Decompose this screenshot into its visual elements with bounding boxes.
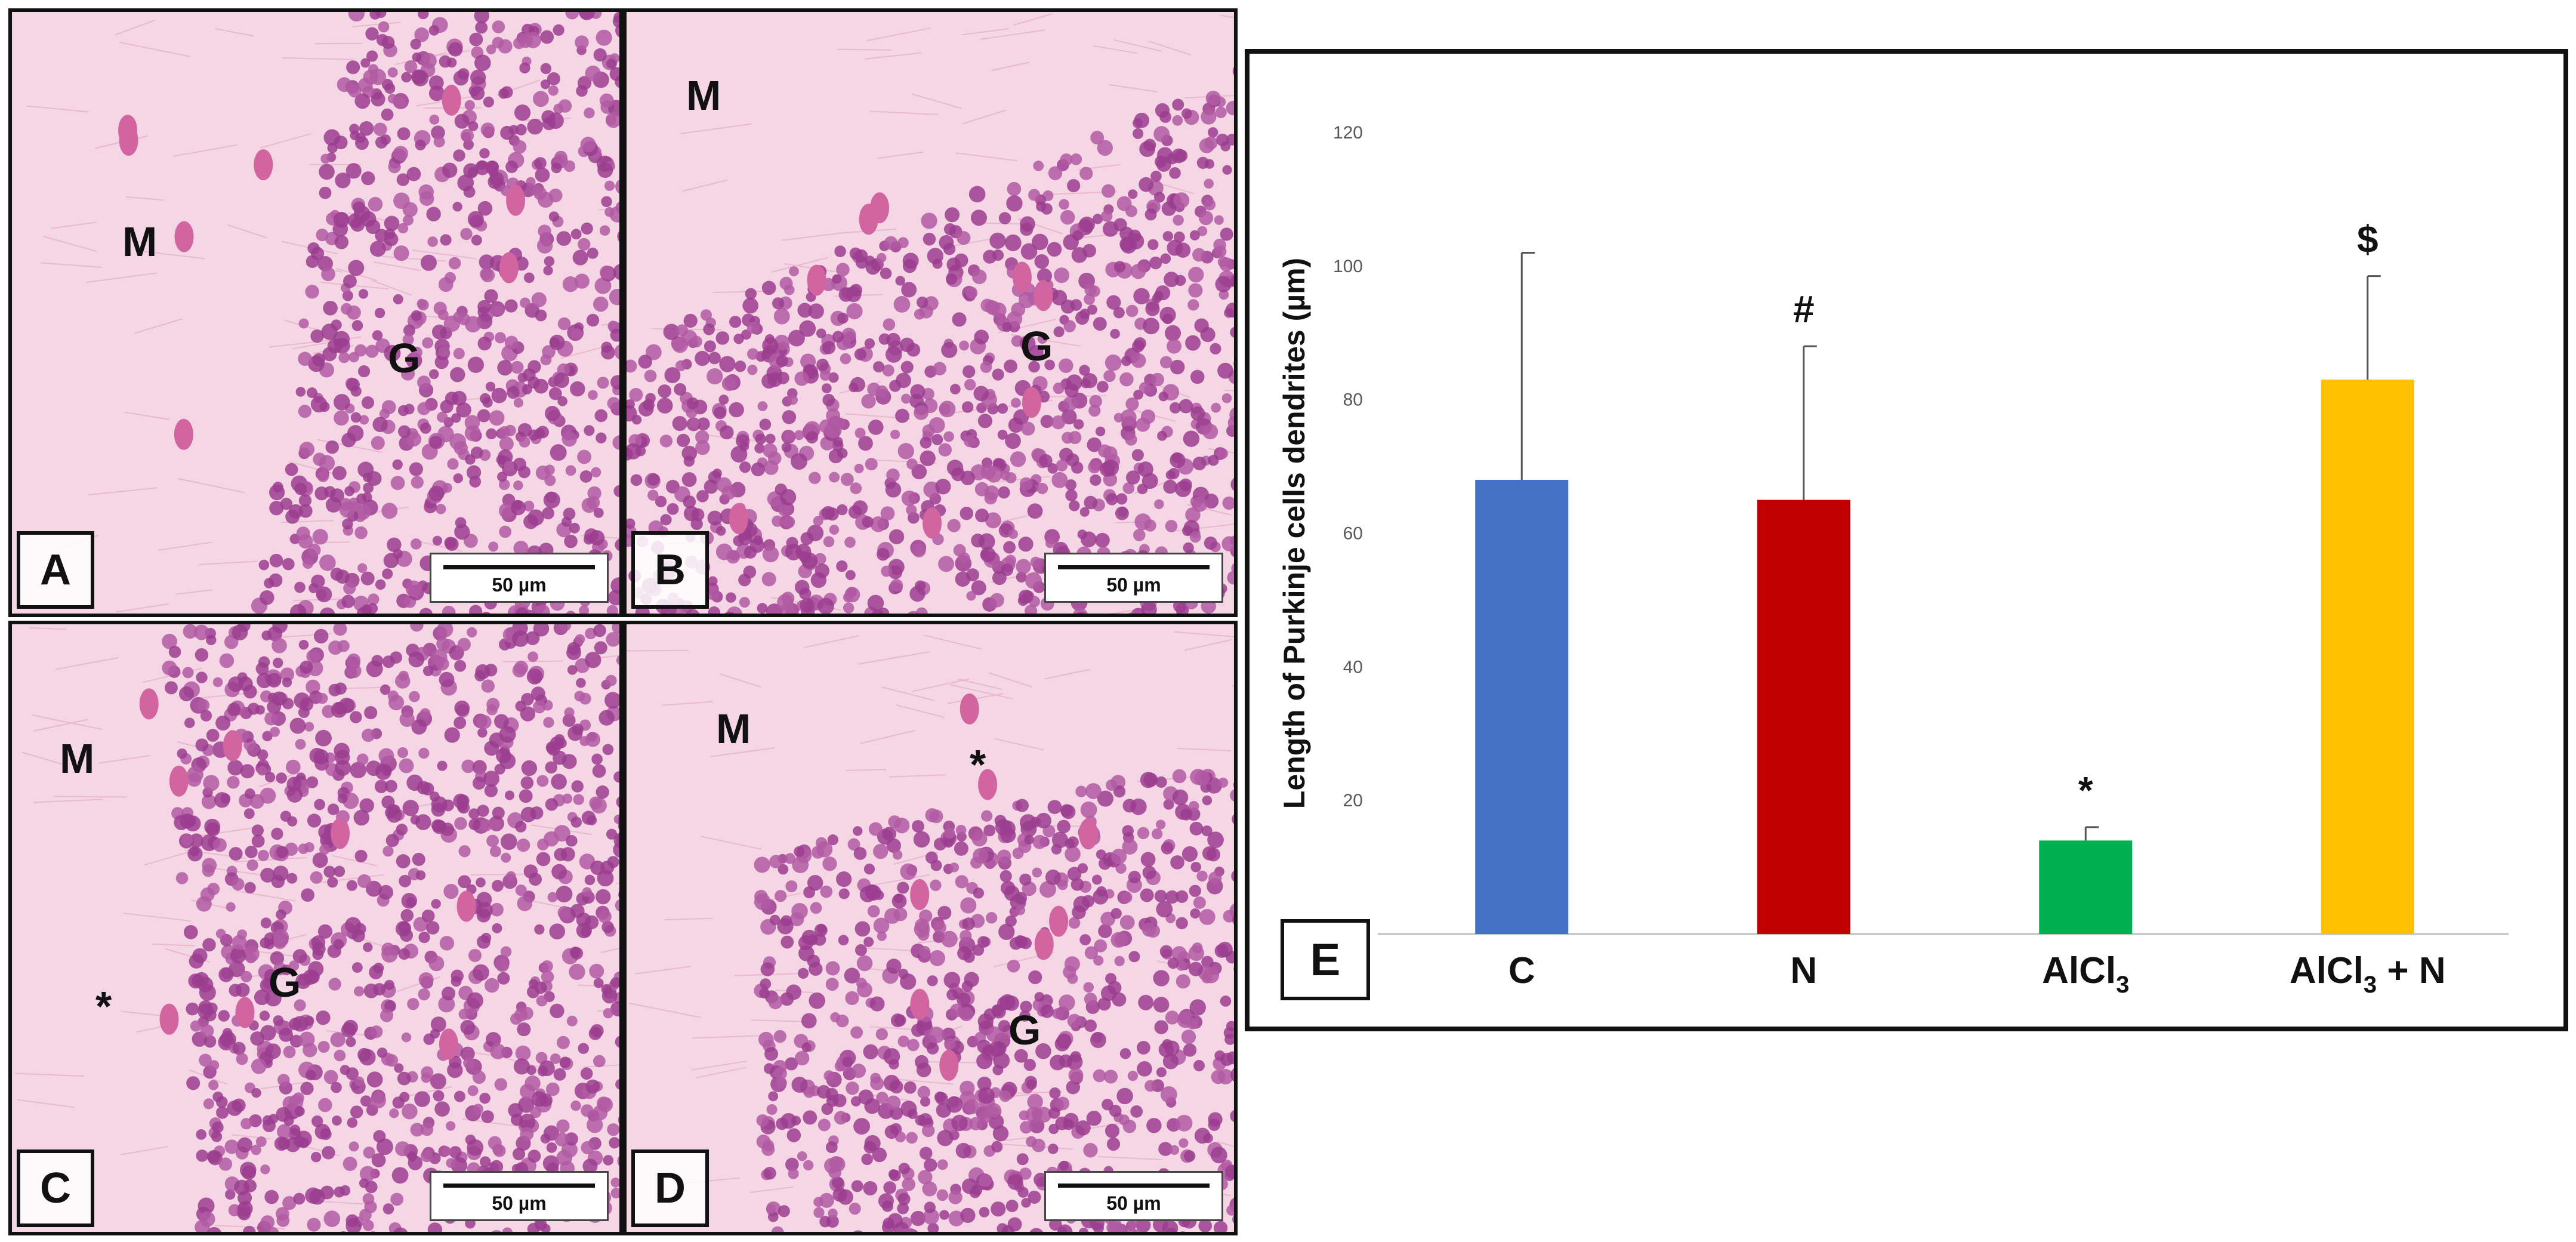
x-tick-label: AlCl3 + N	[2290, 950, 2446, 998]
y-axis-title: Length of Purkinje cells dendrites (µm)	[1278, 258, 1311, 809]
bar-group: *	[2039, 769, 2133, 934]
bar-chart-panel: 020406080100120Length of Purkinje cells …	[1245, 49, 2568, 1031]
scale-bar-text: 50 µm	[492, 1192, 547, 1214]
tissue-texture	[12, 12, 619, 614]
scale-bar: 50 µm	[1044, 1171, 1223, 1221]
bar-group: #	[1757, 288, 1850, 934]
bar	[2039, 840, 2133, 934]
scale-bar: 50 µm	[1044, 553, 1223, 603]
bar-chart: 020406080100120Length of Purkinje cells …	[1278, 123, 2509, 998]
micrograph-panel-c: M G * C 50 µm	[8, 621, 623, 1235]
micrograph-panel-a: M G A 50 µm	[8, 8, 623, 617]
y-axis-ticks: 020406080100120	[1333, 123, 1363, 944]
granular-layer-label: G	[1008, 1007, 1041, 1053]
panel-label-a: A	[17, 531, 94, 609]
y-tick-label: 60	[1343, 524, 1363, 544]
molecular-layer-label: M	[60, 735, 95, 782]
scale-bar: 50 µm	[430, 553, 609, 603]
x-tick-label: N	[1790, 950, 1817, 991]
asterisk-marker: *	[970, 741, 986, 788]
micrograph-panel-b: M G B 50 µm	[623, 8, 1238, 617]
x-tick-label: C	[1508, 950, 1535, 991]
scale-bar-text: 50 µm	[1106, 1192, 1161, 1214]
scale-bar-text: 50 µm	[492, 574, 547, 596]
significance-marker: $	[2357, 218, 2378, 261]
y-tick-label: 100	[1333, 257, 1363, 276]
scale-bar: 50 µm	[430, 1171, 609, 1221]
granular-layer-label: G	[388, 335, 421, 381]
granular-layer-label: G	[1020, 323, 1053, 369]
bar-group: $	[2321, 218, 2414, 934]
molecular-layer-label: M	[716, 705, 751, 752]
significance-marker: *	[2078, 769, 2093, 812]
panel-label-b: B	[631, 531, 709, 609]
panel-label-c: C	[17, 1149, 94, 1227]
x-tick-label: AlCl3	[2042, 950, 2129, 998]
tissue-texture	[12, 624, 619, 1232]
significance-marker: #	[1793, 288, 1815, 331]
y-tick-label: 40	[1343, 657, 1363, 677]
y-tick-label: 120	[1333, 123, 1363, 143]
asterisk-marker: *	[95, 983, 112, 1030]
bar	[2321, 380, 2414, 934]
bar	[1475, 479, 1569, 934]
bar	[1757, 500, 1850, 934]
micrograph-panel-d: M G * D 50 µm	[623, 621, 1238, 1235]
panel-label-d: D	[631, 1149, 709, 1227]
molecular-layer-label: M	[686, 72, 721, 119]
scale-bar-text: 50 µm	[1106, 574, 1161, 596]
panel-label-e: E	[1281, 919, 1370, 1000]
y-tick-label: 80	[1343, 390, 1363, 410]
granular-layer-label: G	[269, 959, 301, 1006]
molecular-layer-label: M	[122, 218, 158, 265]
bar-group	[1475, 251, 1569, 934]
tissue-texture	[627, 624, 1234, 1232]
y-tick-label: 20	[1343, 791, 1363, 810]
tissue-texture	[627, 12, 1234, 614]
